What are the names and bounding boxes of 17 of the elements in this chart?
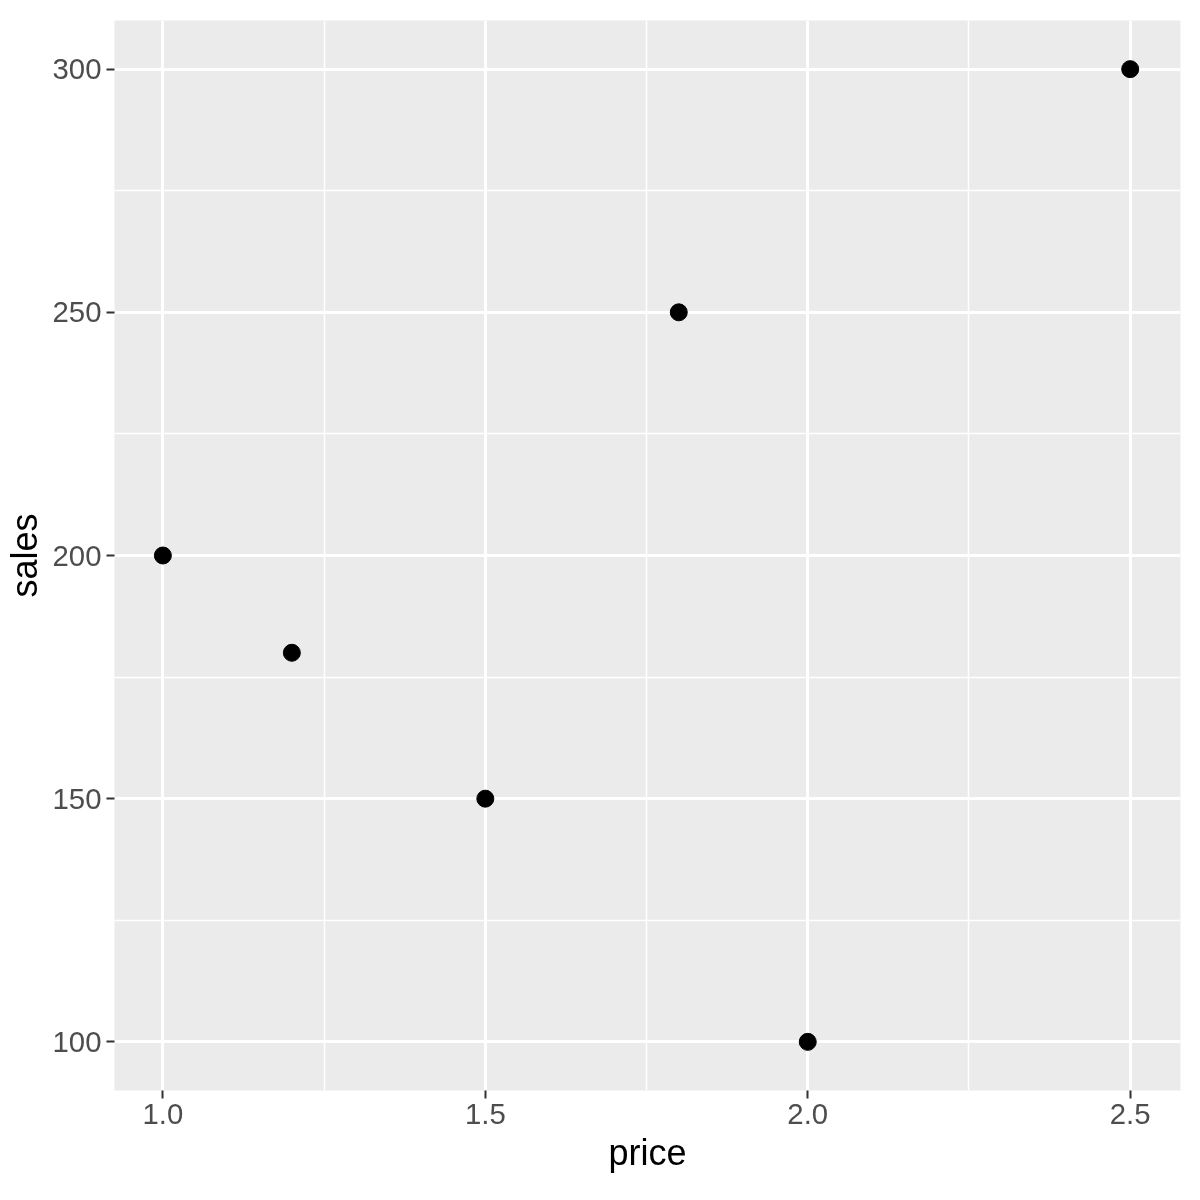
x-tick-label: 1.5 xyxy=(464,1096,506,1130)
point xyxy=(1121,60,1140,79)
y-tick-label: 200 xyxy=(52,538,102,572)
y-axis-title: sales xyxy=(3,513,45,598)
point xyxy=(282,643,301,662)
point xyxy=(153,546,172,565)
point xyxy=(798,1032,817,1051)
y-tick-label: 300 xyxy=(52,52,102,86)
y-tick-label: 100 xyxy=(52,1024,102,1058)
x-axis-title: price xyxy=(608,1131,687,1173)
point xyxy=(669,303,688,322)
x-tick-label: 1.0 xyxy=(142,1096,184,1130)
x-tick-label: 2.5 xyxy=(1109,1096,1151,1130)
point xyxy=(476,789,495,808)
y-tick-label: 150 xyxy=(52,781,102,815)
y-tick-label: 250 xyxy=(52,295,102,329)
x-tick-label: 2.0 xyxy=(787,1096,829,1130)
